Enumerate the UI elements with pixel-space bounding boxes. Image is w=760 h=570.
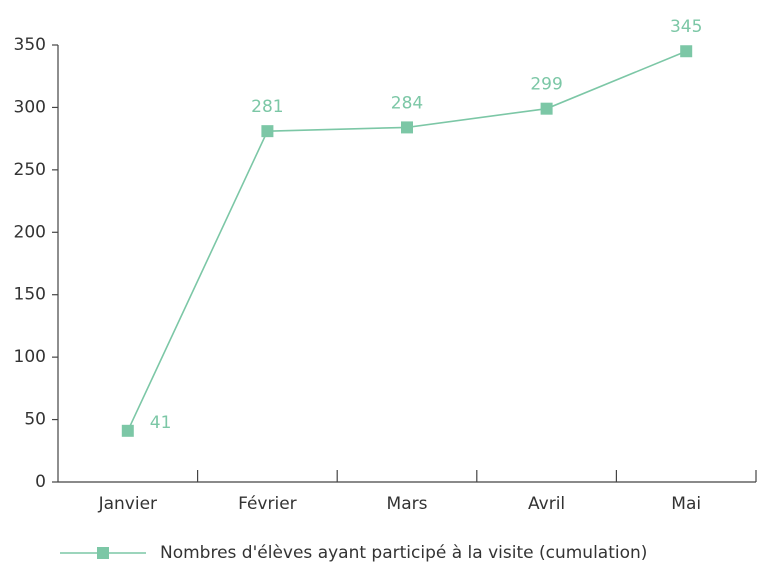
legend-marker — [97, 547, 109, 559]
x-tick-label: Mars — [387, 494, 428, 514]
marker — [261, 125, 274, 138]
x-tick-label: Avril — [528, 494, 565, 514]
y-tick-label: 100 — [14, 347, 46, 367]
legend-label: Nombres d'élèves ayant participé à la vi… — [160, 543, 647, 563]
x-tick-label: Février — [238, 494, 297, 514]
data-label: 281 — [251, 97, 283, 117]
x-tick-label: Janvier — [98, 494, 157, 514]
data-label: 345 — [670, 17, 702, 37]
data-label: 284 — [391, 93, 423, 113]
y-tick-label: 200 — [14, 222, 46, 242]
data-label: 299 — [530, 75, 562, 95]
x-tick-label: Mai — [671, 494, 701, 514]
y-tick-label: 50 — [24, 410, 46, 430]
data-label: 41 — [150, 413, 172, 433]
y-tick-label: 300 — [14, 97, 46, 117]
y-tick-label: 150 — [14, 285, 46, 305]
marker — [401, 121, 413, 134]
y-tick-label: 250 — [14, 160, 46, 180]
y-tick-label: 350 — [14, 35, 46, 55]
marker — [540, 102, 553, 115]
marker — [680, 45, 693, 58]
marker — [121, 424, 134, 437]
y-tick-label: 0 — [35, 472, 46, 492]
